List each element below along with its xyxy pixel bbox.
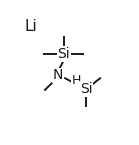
Text: Si: Si bbox=[80, 82, 93, 96]
Text: Li: Li bbox=[25, 19, 38, 34]
Text: H: H bbox=[71, 74, 81, 87]
Text: Si: Si bbox=[57, 47, 70, 61]
Text: N: N bbox=[53, 68, 64, 83]
